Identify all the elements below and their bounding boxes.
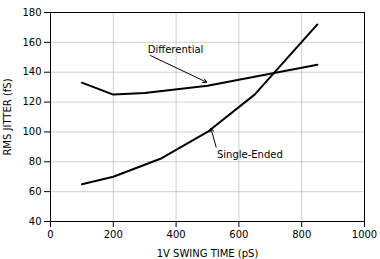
svg-text:RMS JITTER (fS): RMS JITTER (fS)	[2, 78, 13, 155]
svg-text:800: 800	[292, 229, 311, 240]
svg-text:0: 0	[47, 229, 53, 240]
svg-text:100: 100	[22, 126, 41, 137]
svg-text:120: 120	[22, 96, 41, 107]
svg-text:Differential: Differential	[148, 44, 204, 55]
svg-text:400: 400	[167, 229, 186, 240]
svg-text:1V SWING TIME (pS): 1V SWING TIME (pS)	[157, 248, 259, 259]
svg-text:40: 40	[29, 216, 42, 227]
svg-text:1000: 1000	[352, 229, 377, 240]
svg-text:Single-Ended: Single-Ended	[217, 149, 283, 160]
svg-text:140: 140	[22, 66, 41, 77]
svg-text:60: 60	[29, 186, 42, 197]
svg-text:80: 80	[29, 156, 42, 167]
svg-text:160: 160	[22, 37, 41, 48]
svg-text:180: 180	[22, 7, 41, 18]
svg-text:600: 600	[229, 229, 248, 240]
svg-text:200: 200	[104, 229, 123, 240]
